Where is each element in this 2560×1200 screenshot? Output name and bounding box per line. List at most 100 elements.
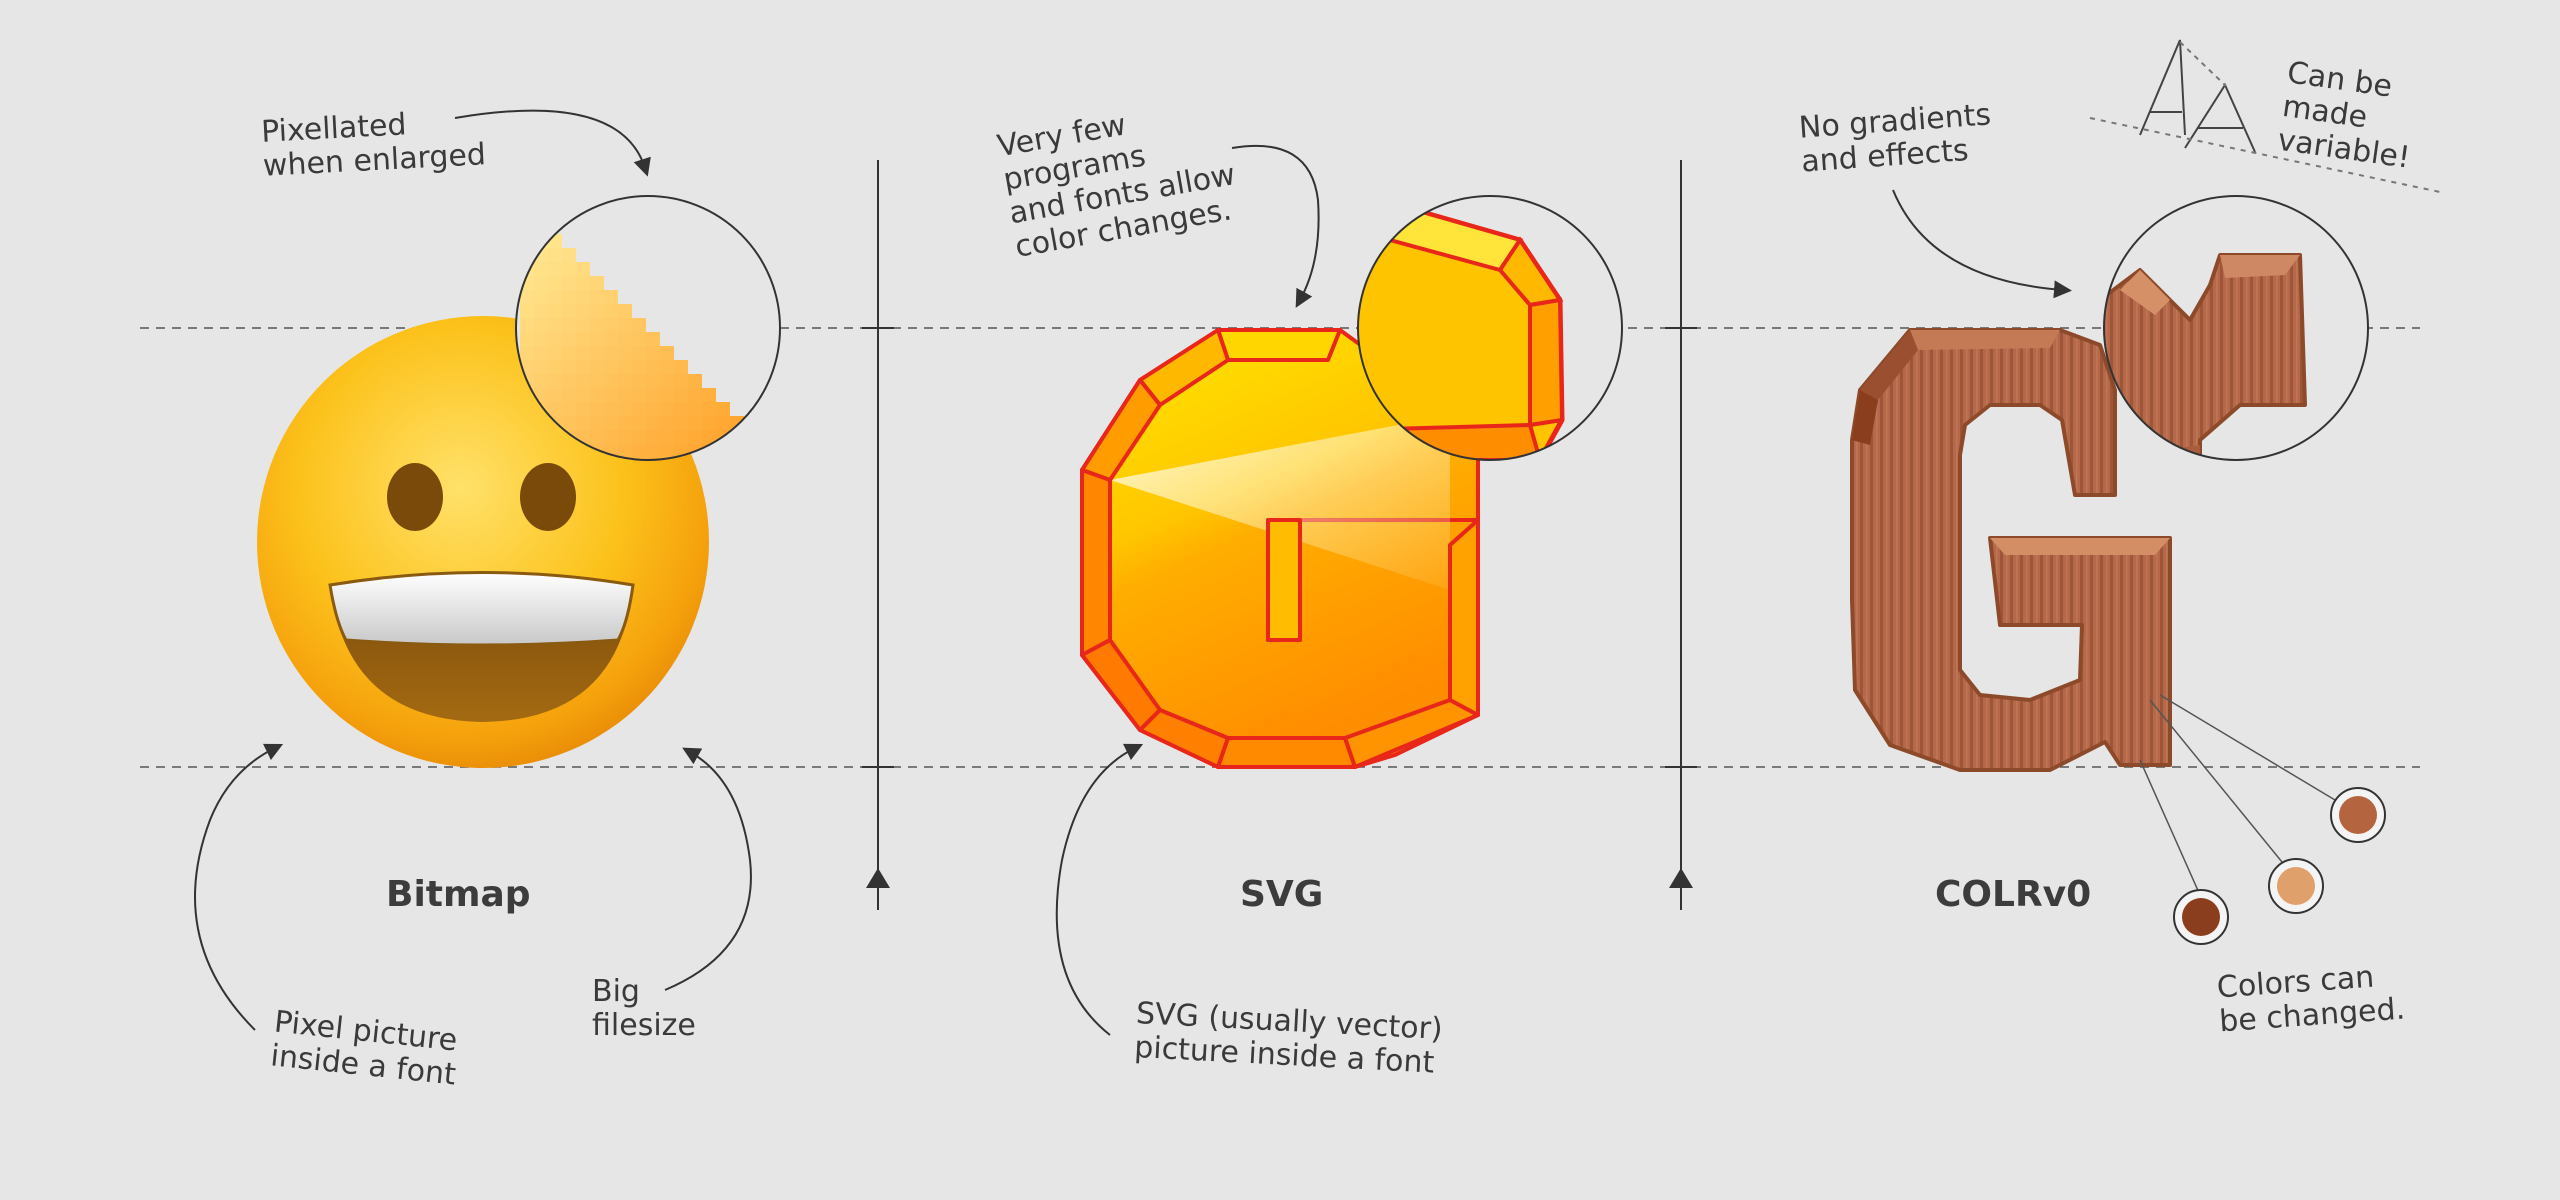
pixel-block <box>674 388 688 402</box>
pixel-block <box>660 374 674 388</box>
column-title-svg: SVG <box>1240 874 1324 915</box>
pixel-block <box>562 332 576 346</box>
pixel-block <box>814 528 828 542</box>
pixel-block <box>688 374 702 388</box>
pixel-block <box>786 514 800 528</box>
arrow-very-few <box>1231 144 1320 308</box>
pixel-block <box>534 276 548 290</box>
pixel-block <box>646 346 660 360</box>
pixel-block <box>730 514 744 528</box>
pixel-block <box>590 430 604 444</box>
pixel-block <box>632 388 646 402</box>
pixel-block <box>590 332 604 346</box>
pixel-block <box>576 290 590 304</box>
pixel-block <box>632 444 646 458</box>
pixel-block <box>716 402 730 416</box>
pixel-block <box>548 248 562 262</box>
pixel-block <box>576 304 590 318</box>
pixel-block <box>618 388 632 402</box>
pixel-block <box>520 318 534 332</box>
pixel-block <box>576 360 590 374</box>
pixel-block <box>730 444 744 458</box>
pixel-block <box>688 430 702 444</box>
pixel-block <box>716 486 730 500</box>
pixel-block <box>520 346 534 360</box>
pixel-block <box>828 542 842 556</box>
pixel-block <box>604 332 618 346</box>
annotation-variable: Can be made variable! <box>2275 55 2413 176</box>
pixel-block <box>716 514 730 528</box>
pixel-block <box>814 514 828 528</box>
pixel-block <box>758 472 772 486</box>
pixel-block <box>716 444 730 458</box>
pixel-block <box>800 514 814 528</box>
pixel-block <box>590 388 604 402</box>
pixel-block <box>618 444 632 458</box>
pixel-block <box>716 528 730 542</box>
pixel-block <box>618 346 632 360</box>
pixel-block <box>772 514 786 528</box>
pixel-block <box>562 388 576 402</box>
pixel-block <box>702 472 716 486</box>
pixel-block <box>548 402 562 416</box>
pixel-block <box>576 346 590 360</box>
color-palette <box>2173 787 2386 945</box>
pixel-block <box>744 514 758 528</box>
pixel-block <box>716 458 730 460</box>
pixel-block <box>800 500 814 514</box>
pixel-block <box>730 500 744 514</box>
pixel-block <box>548 374 562 388</box>
pixel-block <box>548 290 562 304</box>
pixel-block <box>534 262 548 276</box>
pixel-block <box>576 416 590 430</box>
pixel-block <box>590 276 604 290</box>
pixel-block <box>744 528 758 542</box>
pixel-block <box>562 402 576 416</box>
pixel-block <box>674 360 688 374</box>
svg-zoom-magnifier <box>1357 195 1623 461</box>
pixel-block <box>772 542 786 556</box>
pixel-block <box>814 542 828 556</box>
pixel-block <box>828 514 842 528</box>
pixel-block <box>618 416 632 430</box>
pixel-block <box>548 262 562 276</box>
pixel-block <box>590 290 604 304</box>
pixel-block <box>800 542 814 556</box>
pixel-block <box>534 318 548 332</box>
pixel-block <box>772 486 786 500</box>
pixel-block <box>618 332 632 346</box>
pixel-block <box>562 248 576 262</box>
pixel-block <box>702 388 716 402</box>
pixel-block <box>590 402 604 416</box>
pixel-block <box>646 388 660 402</box>
pixel-block <box>632 360 646 374</box>
pixel-block <box>534 346 548 360</box>
pixel-block <box>576 402 590 416</box>
pixel-block <box>618 430 632 444</box>
pixel-block <box>744 444 758 458</box>
pixel-block <box>520 332 534 346</box>
pixel-block <box>632 332 646 346</box>
pixel-block <box>604 318 618 332</box>
pixel-block <box>632 430 646 444</box>
pixel-block <box>842 528 856 542</box>
pixel-block <box>688 402 702 416</box>
pixel-block <box>646 402 660 416</box>
pixel-block <box>562 290 576 304</box>
palette-swatch <box>2277 867 2315 905</box>
pixel-block <box>730 430 744 444</box>
pixel-block <box>660 346 674 360</box>
pixel-block <box>520 248 534 262</box>
pixel-block <box>576 262 590 276</box>
pixel-block <box>786 472 800 486</box>
pixel-block <box>772 472 786 486</box>
divider-right <box>1665 160 1697 910</box>
pixel-block <box>730 416 744 430</box>
pixel-block <box>702 458 716 460</box>
pixel-block <box>744 430 758 444</box>
divider-left <box>862 160 894 910</box>
pixel-block <box>674 430 688 444</box>
pixel-block <box>646 416 660 430</box>
pixel-block <box>534 374 548 388</box>
pixel-block <box>548 346 562 360</box>
